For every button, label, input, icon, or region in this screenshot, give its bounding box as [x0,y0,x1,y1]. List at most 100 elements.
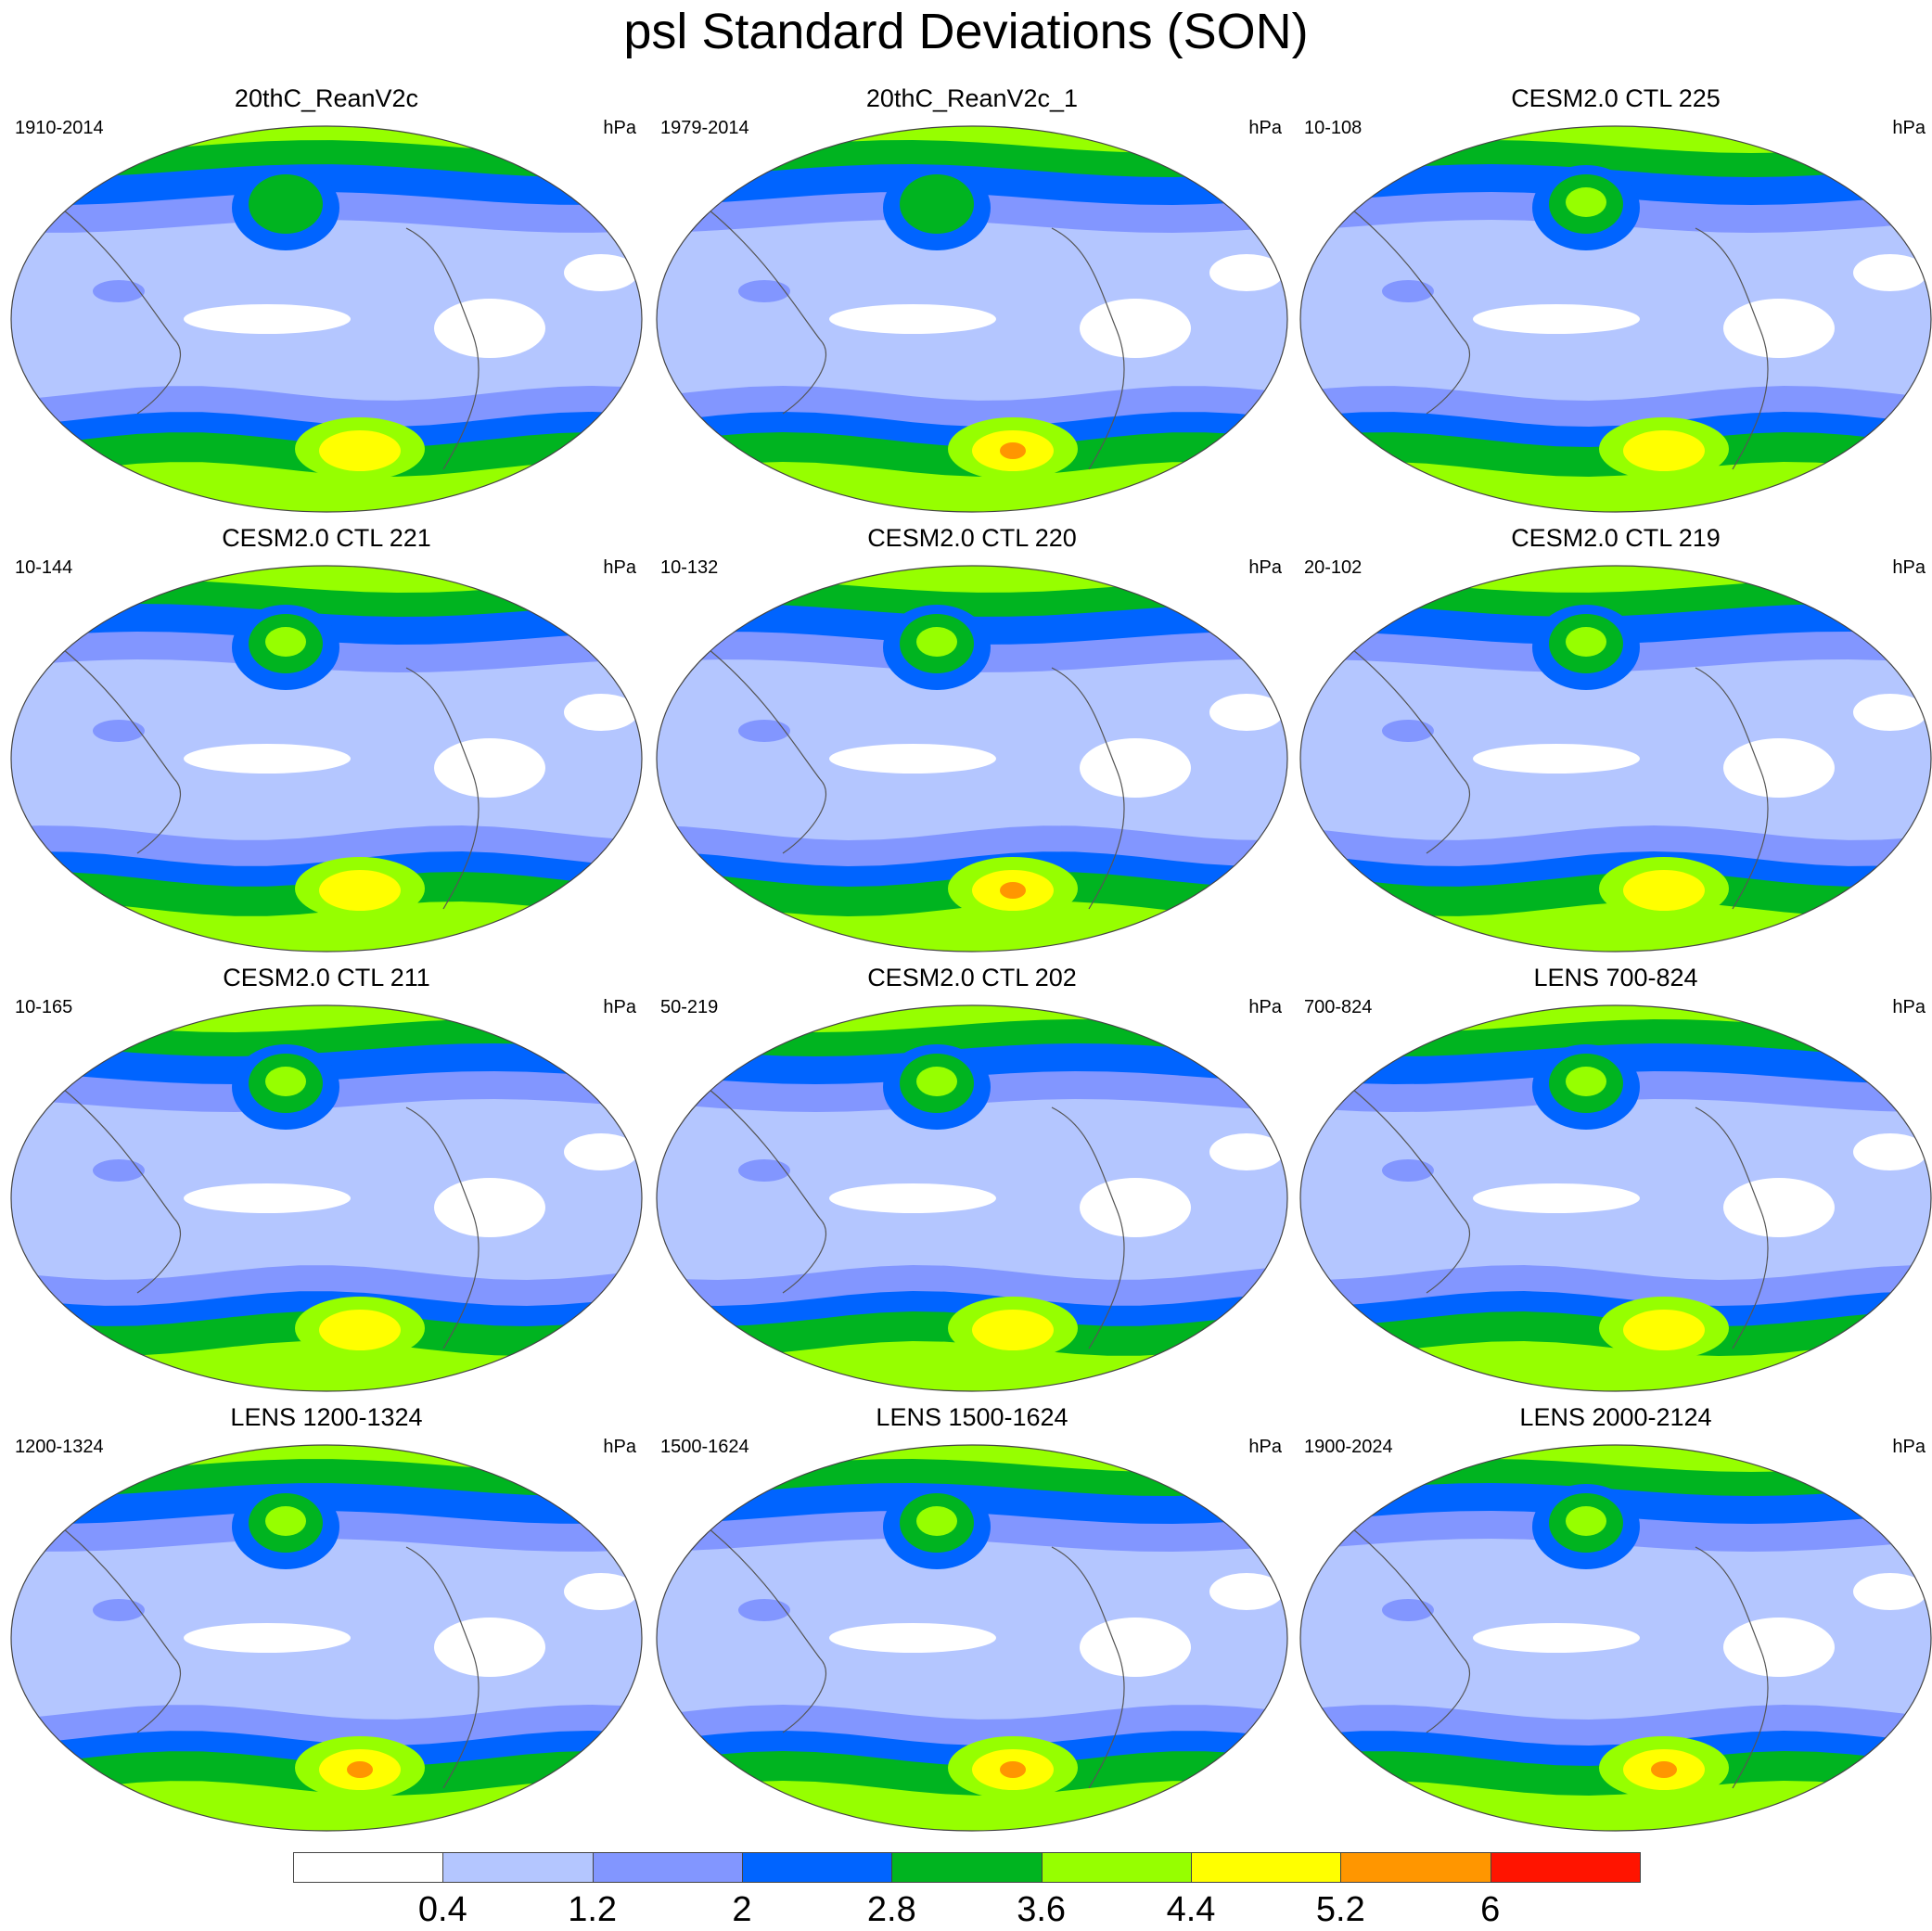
south-pacific-peak [1000,882,1026,899]
tropical-low-variance [434,1178,545,1237]
north-pacific-lobe [265,1067,306,1096]
panel-units: hPa [1892,557,1926,578]
map-panel: CESM2.0 CTL 202 50-219 hPa [653,963,1291,1399]
colorbar-swatch [1191,1852,1342,1883]
panel-year-range: 1979-2014 [660,118,749,138]
map-border [656,1444,1288,1832]
coastline [62,209,181,415]
robinson-map [10,1004,643,1392]
tropical-low-variance [1080,738,1191,798]
coastline [708,1528,826,1733]
tropical-low-variance [564,694,638,731]
coastline [1051,667,1125,910]
south-pacific-max [1623,1310,1705,1350]
panel-year-range: 1500-1624 [660,1437,749,1457]
tropical-low-variance [1723,738,1835,798]
robinson-map [10,125,643,513]
north-pacific-lobe [1566,1067,1606,1096]
mid-variance-patch [738,1599,790,1621]
south-pacific-peak [1000,442,1026,459]
robinson-map [10,1444,643,1832]
coastline [1351,209,1470,415]
map-panel: CESM2.0 CTL 221 10-144 hPa [7,523,646,959]
north-pacific-lobe [900,174,974,234]
south-pacific-max [1623,430,1705,471]
panel-units: hPa [1248,118,1282,138]
map-border [1299,565,1932,953]
map-panel: LENS 700-824 700-824 hPa [1297,963,1932,1399]
panel-title: 20thC_ReanV2c [234,84,419,112]
mid-variance-patch [1382,1599,1434,1621]
north-pacific-lobe [249,174,323,234]
panel-units: hPa [1892,1437,1926,1457]
panel-title: LENS 1200-1324 [230,1403,423,1431]
north-pacific-lobe [1566,1506,1606,1536]
north-pacific-lobe [916,1067,957,1096]
map-panel: CESM2.0 CTL 219 20-102 hPa [1297,523,1932,959]
map-panel: LENS 1500-1624 1500-1624 hPa [653,1402,1291,1838]
panel-title: CESM2.0 CTL 219 [1511,524,1721,552]
panel-title: LENS 1500-1624 [876,1403,1068,1431]
colorbar-tick-label: 4.4 [1166,1890,1216,1929]
tropical-low-variance [829,1623,996,1653]
map-border [1299,1444,1932,1832]
map-border [10,125,643,513]
panel-title: CESM2.0 CTL 202 [867,964,1077,991]
south-pacific-peak [1000,1761,1026,1778]
coastline [1695,1106,1769,1349]
coastline [1695,667,1769,910]
colorbar-tick-label: 2.8 [866,1890,916,1929]
panel-units: hPa [603,118,636,138]
tropical-low-variance [1473,1183,1640,1213]
coastline [1351,648,1470,854]
robinson-map [10,565,643,953]
panel-units: hPa [1892,997,1926,1017]
south-pacific-max [319,1310,401,1350]
colorbar-swatch [293,1852,444,1883]
coastline [405,227,480,470]
map-border [10,1444,643,1832]
panel-units: hPa [603,1437,636,1457]
south-band [1300,1341,1931,1391]
tropical-low-variance [1209,1573,1284,1610]
robinson-map [1299,125,1932,513]
robinson-map [656,565,1288,953]
tropical-low-variance [434,738,545,798]
mid-variance-patch [93,1159,145,1182]
mid-variance-patch [1382,280,1434,302]
mid-variance-patch [738,280,790,302]
map-border [656,125,1288,513]
map-panel: LENS 2000-2124 1900-2024 hPa [1297,1402,1932,1838]
panel-units: hPa [603,997,636,1017]
robinson-map [1299,1004,1932,1392]
map-panel: 20thC_ReanV2c 1910-2014 hPa [7,83,646,519]
panel-title: LENS 2000-2124 [1519,1403,1712,1431]
robinson-map [1299,1444,1932,1832]
panel-units: hPa [1248,557,1282,578]
panel-year-range: 1910-2014 [15,118,104,138]
colorbar [293,1852,1641,1889]
south-pacific-max [319,430,401,471]
colorbar-swatch [1490,1852,1641,1883]
south-pacific-peak [1651,1761,1677,1778]
map-border [10,565,643,953]
tropical-low-variance [829,1183,996,1213]
panel-title: 20thC_ReanV2c_1 [865,84,1079,112]
south-band [1300,902,1931,952]
tropical-low-variance [1723,1178,1835,1237]
tropical-low-variance [1853,1573,1927,1610]
south-pacific-max [1623,870,1705,911]
tropical-low-variance [1853,694,1927,731]
coastline [1351,1528,1470,1733]
tropical-low-variance [1080,299,1191,358]
panel-title: CESM2.0 CTL 221 [222,524,431,552]
mid-variance-patch [93,280,145,302]
tropical-low-variance [564,1573,638,1610]
panel-year-range: 1200-1324 [15,1437,104,1457]
tropical-low-variance [1080,1178,1191,1237]
tropical-low-variance [1723,1618,1835,1677]
map-border [1299,1004,1932,1392]
north-band [1300,566,1931,593]
map-panel: LENS 1200-1324 1200-1324 hPa [7,1402,646,1838]
colorbar-swatch [442,1852,594,1883]
